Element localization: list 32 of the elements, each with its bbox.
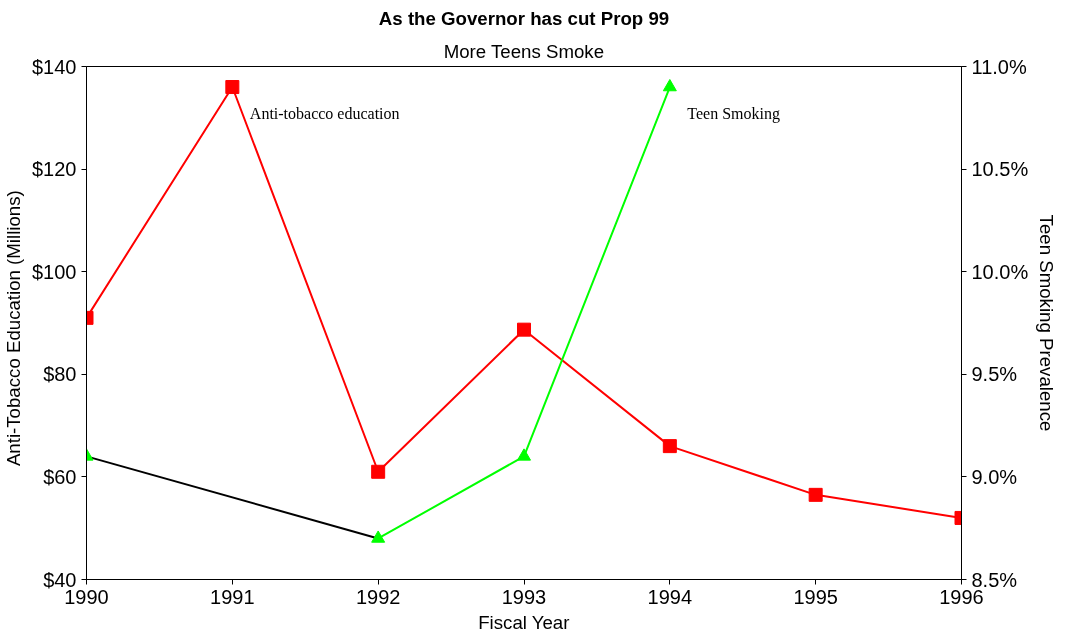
y-tick-label: $140 xyxy=(32,55,77,78)
y-tick-label: $40 xyxy=(43,568,77,591)
y-tick-label: $60 xyxy=(43,465,77,488)
point xyxy=(517,448,531,461)
point xyxy=(371,530,386,543)
y2-axis-title: Teen Smoking Prevalence xyxy=(1036,214,1058,432)
point xyxy=(662,439,677,454)
chart-subtitle: More Teens Smoke xyxy=(443,40,605,62)
y2-tick-label: 8.5% xyxy=(971,568,1018,591)
x-axis-title: Fiscal Year xyxy=(478,611,570,633)
series-label: Teen Smoking xyxy=(687,105,780,124)
x-tick-label: 1992 xyxy=(355,585,401,608)
y2-tick-label: 9.0% xyxy=(971,465,1018,488)
y-tick-label: $120 xyxy=(32,158,77,181)
y-axis-title: Anti-Tobacco Education (Millions) xyxy=(3,190,25,467)
y-tick-label: $80 xyxy=(43,363,77,386)
x-tick-label: 1993 xyxy=(501,585,547,608)
y2-tick-label: 10.5% xyxy=(971,158,1029,181)
chart-title: As the Governor has cut Prop 99 xyxy=(378,7,670,29)
y2-tick-label: 11.0% xyxy=(971,55,1027,78)
x-tick-label: 1991 xyxy=(210,585,255,608)
x-tick-label: 1995 xyxy=(793,585,838,608)
y2-tick-label: 9.5% xyxy=(971,363,1018,386)
series-label: Anti-tobacco education xyxy=(249,105,400,123)
y-tick-label: $100 xyxy=(32,260,77,283)
y2-tick-label: 10.0% xyxy=(971,260,1029,283)
point xyxy=(371,464,386,479)
point xyxy=(225,80,240,95)
point xyxy=(517,322,531,337)
point xyxy=(808,487,823,502)
point xyxy=(662,79,677,92)
x-tick-label: 1994 xyxy=(647,585,693,608)
